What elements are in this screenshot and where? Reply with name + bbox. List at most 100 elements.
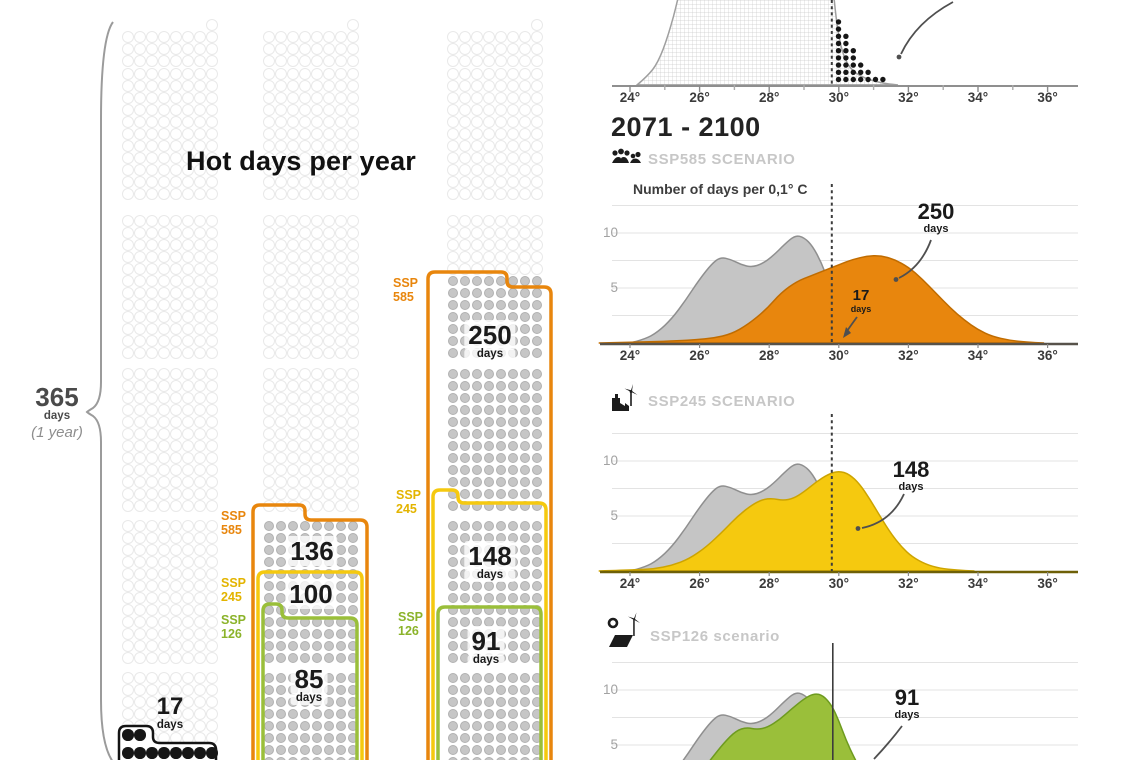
day-dot (459, 275, 471, 287)
day-dot (519, 239, 531, 251)
day-dot (531, 263, 543, 275)
day-dot (158, 580, 170, 592)
day-dot (519, 696, 531, 708)
box-col2-ssp245 (256, 570, 364, 760)
day-dot (146, 116, 158, 128)
day-dot (495, 152, 507, 164)
day-dot (495, 368, 507, 380)
day-dot (170, 368, 182, 380)
day-dot (194, 164, 206, 176)
hot-day-tail-dot (850, 69, 856, 76)
day-dot (206, 628, 218, 640)
day-dot (146, 416, 158, 428)
day-dot (323, 744, 335, 756)
day-dot (347, 152, 359, 164)
day-dot (459, 464, 471, 476)
day-dot (483, 684, 495, 696)
day-dot (182, 239, 194, 251)
day-dot (134, 672, 146, 684)
day-dot (483, 299, 495, 311)
day-dot (122, 275, 134, 287)
day-dot (206, 323, 218, 335)
day-dot (311, 488, 323, 500)
day-dot (519, 140, 531, 152)
day-dot (519, 684, 531, 696)
day-dot (459, 43, 471, 55)
y-axis-note: Number of days per 0,1° C (633, 181, 808, 197)
day-dot (170, 640, 182, 652)
day-dot (531, 556, 543, 568)
day-dot (335, 744, 347, 756)
day-dot (182, 299, 194, 311)
day-dot (335, 440, 347, 452)
day-dot (263, 68, 275, 80)
day-dot (519, 532, 531, 544)
day-dot (495, 104, 507, 116)
day-dot (323, 323, 335, 335)
day-dot (531, 440, 543, 452)
day-dot (158, 592, 170, 604)
day-dot (263, 43, 275, 55)
day-dot (146, 580, 158, 592)
day-dot (158, 92, 170, 104)
day-dot (134, 628, 146, 640)
day-dot (146, 404, 158, 416)
day-dot (134, 616, 146, 628)
day-dot (194, 251, 206, 263)
day-dot (170, 104, 182, 116)
day-dot (158, 263, 170, 275)
day-dot (447, 580, 459, 592)
day-dot (507, 428, 519, 440)
day-dot (122, 544, 134, 556)
day-dot (323, 251, 335, 263)
day-dot (347, 500, 359, 512)
day-dot (507, 684, 519, 696)
day-dot (311, 263, 323, 275)
day-dot (134, 275, 146, 287)
day-dot (507, 464, 519, 476)
day-dot (263, 239, 275, 251)
day-dot (134, 520, 146, 532)
day-dot (323, 452, 335, 464)
day-dot (299, 428, 311, 440)
day-dot (471, 92, 483, 104)
day-dot (311, 215, 323, 227)
day-dot (531, 323, 543, 335)
day-dot (471, 368, 483, 380)
day-dot (299, 368, 311, 380)
day-dot (275, 708, 287, 720)
day-dot (447, 68, 459, 80)
day-dot (194, 464, 206, 476)
day-dot (447, 227, 459, 239)
day-dot (182, 696, 194, 708)
day-dot (471, 116, 483, 128)
day-dot (459, 140, 471, 152)
day-dot (122, 476, 134, 488)
ssp-tag-line1: SSP (398, 610, 424, 624)
x-tick-label: 28° (758, 576, 780, 591)
day-dot (134, 500, 146, 512)
day-dot (483, 380, 495, 392)
x-tick-label: 26° (689, 90, 710, 105)
day-dot (483, 80, 495, 92)
day-dot (471, 164, 483, 176)
box-col3-ssp126 (436, 605, 543, 760)
day-dot (531, 104, 543, 116)
day-dot (287, 68, 299, 80)
day-dot (287, 708, 299, 720)
day-dot (347, 416, 359, 428)
day-dot (206, 476, 218, 488)
day-dot (194, 392, 206, 404)
day-dot (275, 323, 287, 335)
day-dot (347, 347, 359, 359)
day-dot (170, 488, 182, 500)
day-dot (531, 464, 543, 476)
day-dot (447, 116, 459, 128)
day-dot (519, 128, 531, 140)
day-dot (122, 672, 134, 684)
day-dot (146, 128, 158, 140)
day-dot (122, 335, 134, 347)
day-dot (275, 684, 287, 696)
day-dot (182, 275, 194, 287)
day-dot (206, 696, 218, 708)
